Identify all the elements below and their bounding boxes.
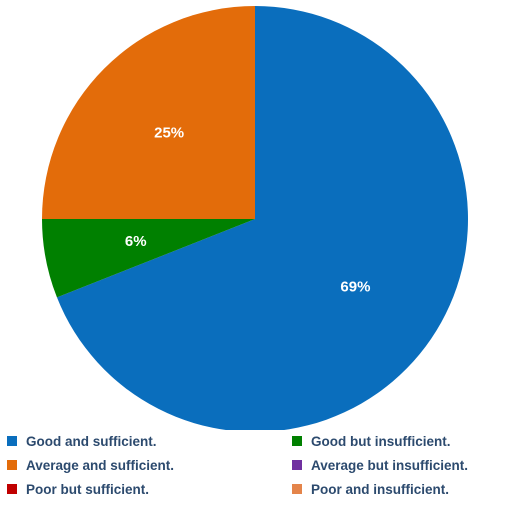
legend-swatch	[292, 436, 302, 446]
legend-label: Average and sufficient.	[26, 457, 175, 473]
legend-swatch	[292, 484, 302, 494]
legend-label: Good but insufficient.	[311, 433, 451, 449]
legend-item-poor-and-insufficient[interactable]: Poor and insufficient.	[292, 480, 502, 498]
legend-swatch	[7, 436, 17, 446]
slice-value-label: 25%	[154, 125, 184, 142]
legend-swatch	[7, 460, 17, 470]
legend-swatch	[292, 460, 302, 470]
legend-swatch	[7, 484, 17, 494]
pie-slice-average-and-sufficient[interactable]	[42, 6, 255, 219]
pie-slices	[42, 6, 468, 430]
slice-value-label: 69%	[340, 279, 370, 296]
legend-label: Average but insufficient.	[311, 457, 469, 473]
legend-label: Poor but sufficient.	[26, 481, 149, 497]
pie-slice-good-and-sufficient[interactable]	[56, 6, 468, 430]
pie-slice-labels: 69% 6% 25%	[125, 125, 371, 296]
pie-slice-good-but-insufficient[interactable]	[42, 219, 255, 298]
legend-item-good-but-insufficient[interactable]: Good but insufficient.	[292, 432, 502, 450]
legend-label: Poor and insufficient.	[311, 481, 450, 497]
legend-item-average-but-insufficient[interactable]: Average but insufficient.	[292, 456, 502, 474]
slice-value-label: 6%	[125, 233, 147, 250]
chart-legend: Good and sufficient. Good but insufficie…	[7, 432, 502, 498]
legend-item-poor-but-sufficient[interactable]: Poor but sufficient.	[7, 480, 292, 498]
pie-chart: 69% 6% 25%	[42, 6, 468, 430]
legend-label: Good and sufficient.	[26, 433, 157, 449]
legend-item-average-and-sufficient[interactable]: Average and sufficient.	[7, 456, 292, 474]
legend-item-good-and-sufficient[interactable]: Good and sufficient.	[7, 432, 292, 450]
